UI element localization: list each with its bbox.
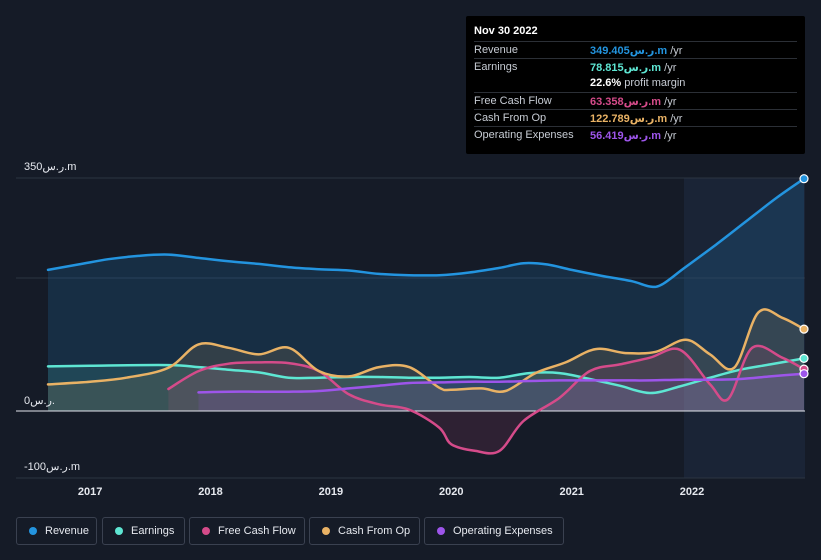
x-tick-label: 2020 — [439, 486, 463, 498]
x-tick-label: 2022 — [680, 486, 704, 498]
tooltip-value: 78.815ر.س.m /yr — [590, 62, 677, 74]
tooltip-label: Earnings — [474, 61, 518, 73]
fcf-area — [168, 345, 804, 454]
tooltip-label: Free Cash Flow — [474, 95, 552, 107]
earnings-line — [46, 357, 806, 395]
x-tick-label: 2017 — [78, 486, 102, 498]
highlight-region — [684, 178, 805, 478]
tooltip-value: 22.6% profit margin — [590, 77, 686, 89]
legend-label: Operating Expenses — [453, 525, 553, 537]
opex-end-marker — [799, 369, 809, 379]
financial-chart: 350ر.س.m 0ر.س. -100ر.س.m 2017 2018 2019 202… — [16, 161, 809, 498]
tooltip-row-profit-margin: 22.6% profit margin — [474, 75, 797, 92]
y-tick-zero: 0ر.س. — [24, 395, 55, 407]
tooltip-value: 63.358ر.س.m /yr — [590, 96, 677, 108]
tooltip-row-cfo: Cash From Op 122.789ر.س.m /yr — [474, 109, 797, 127]
legend-label: Free Cash Flow — [218, 525, 296, 537]
tooltip-row-fcf: Free Cash Flow 63.358ر.س.m /yr — [474, 92, 797, 110]
cfo-line — [46, 308, 806, 393]
legend-dot-icon — [437, 527, 445, 535]
tooltip-label: Cash From Op — [474, 112, 547, 124]
earnings-end-marker — [799, 353, 809, 363]
legend-operating-expenses[interactable]: Operating Expenses — [424, 517, 564, 545]
tooltip-value: 56.419ر.س.m /yr — [590, 130, 677, 142]
legend-revenue[interactable]: Revenue — [16, 517, 97, 545]
revenue-end-marker — [799, 174, 809, 184]
tooltip-value: 122.789ر.س.m /yr — [590, 113, 683, 125]
tooltip-row-earnings: Earnings 78.815ر.س.m /yr — [474, 58, 797, 76]
x-tick-label: 2019 — [319, 486, 343, 498]
tooltip-date: Nov 30 2022 — [474, 25, 538, 37]
legend-dot-icon — [115, 527, 123, 535]
tooltip-label: Operating Expenses — [474, 129, 574, 141]
y-tick-bottom: -100ر.س.m — [24, 461, 80, 473]
legend-earnings[interactable]: Earnings — [102, 517, 185, 545]
fcf-line — [167, 344, 806, 455]
legend-dot-icon — [322, 527, 330, 535]
legend-label: Earnings — [131, 525, 175, 537]
legend-label: Cash From Op — [338, 525, 411, 537]
legend-dot-icon — [202, 527, 210, 535]
tooltip-value: 349.405ر.س.m /yr — [590, 45, 683, 57]
legend-free-cash-flow[interactable]: Free Cash Flow — [189, 517, 305, 545]
legend-dot-icon — [29, 527, 37, 535]
tooltip-label: Revenue — [474, 44, 519, 56]
tooltip-row-opex: Operating Expenses 56.419ر.س.m /yr — [474, 126, 797, 144]
y-tick-top: 350ر.س.m — [24, 161, 76, 173]
legend-label: Revenue — [45, 525, 90, 537]
cfo-end-marker — [799, 324, 809, 334]
tooltip-panel: Nov 30 2022 Revenue 349.405ر.س.m /yr Ear… — [466, 16, 805, 154]
revenue-area — [48, 178, 804, 411]
legend-cash-from-op[interactable]: Cash From Op — [309, 517, 420, 545]
opex-line — [197, 372, 806, 394]
x-tick-label: 2021 — [559, 486, 583, 498]
revenue-line — [46, 177, 806, 289]
x-tick-label: 2018 — [198, 486, 222, 498]
tooltip-row-revenue: Revenue 349.405ر.س.m /yr — [474, 41, 797, 59]
